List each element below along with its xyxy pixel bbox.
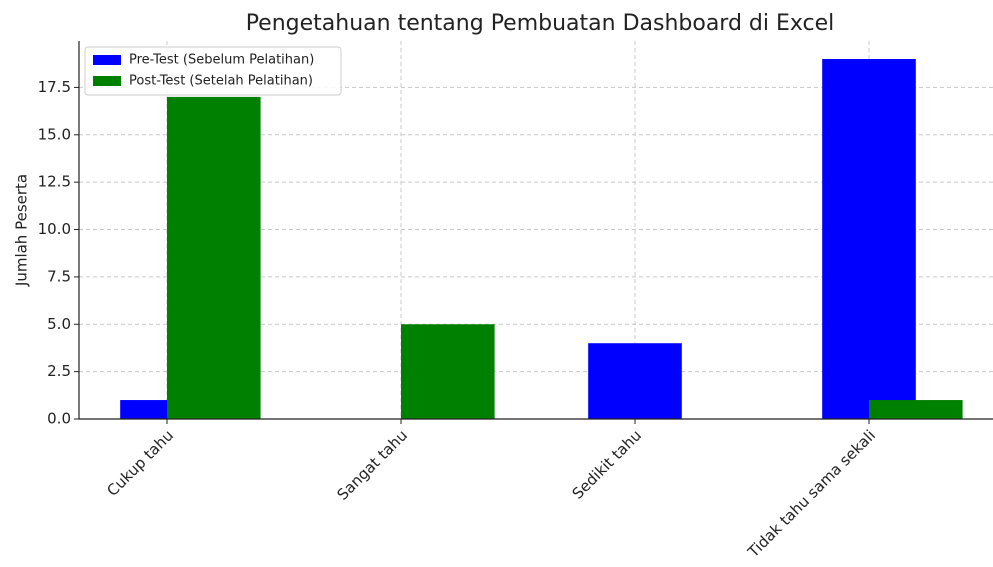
legend-label: Post-Test (Setelah Pelatihan) [129,74,313,89]
y-tick-label: 5.0 [47,315,71,333]
y-tick-label: 7.5 [47,267,71,285]
chart-title: Pengetahuan tentang Pembuatan Dashboard … [246,11,835,36]
legend-swatch [93,55,121,65]
legend [84,46,342,96]
y-tick-label: 0.0 [47,410,71,428]
bar [822,59,916,419]
x-tick-label: Sedikit tahu [569,426,645,502]
y-tick-label: 2.5 [47,362,71,380]
x-tick-label: Tidak tahu sama sekali [744,426,879,561]
bar [401,324,495,419]
y-tick-label: 17.5 [38,78,71,96]
legend-swatch [93,76,121,86]
y-tick-label: 10.0 [38,220,71,238]
legend-label: Pre-Test (Sebelum Pelatihan) [129,53,314,68]
x-tick-label: Sangat tahu [333,426,411,504]
bar [869,400,963,419]
y-axis-label: Jumlah Peserta [13,174,31,287]
bar [588,343,682,419]
y-tick-label: 12.5 [38,173,71,191]
bar [167,96,261,419]
y-tick-label: 15.0 [38,125,71,143]
x-tick-label: Cukup tahu [103,426,177,500]
